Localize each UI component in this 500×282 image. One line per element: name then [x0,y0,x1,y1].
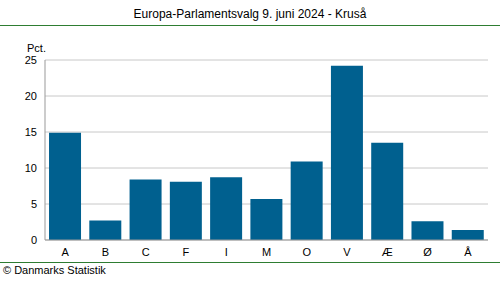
svg-text:10: 10 [25,162,37,174]
svg-text:25: 25 [25,54,37,66]
svg-text:C: C [142,246,150,258]
svg-text:O: O [302,246,311,258]
svg-text:Æ: Æ [382,246,393,258]
svg-text:5: 5 [31,198,37,210]
svg-text:B: B [102,246,109,258]
html-text:Pct.: Pct. [27,42,46,54]
svg-text:F: F [183,246,190,258]
svg-text:20: 20 [25,90,37,102]
svg-text:0: 0 [31,234,37,246]
html-text:© Danmarks Statistik: © Danmarks Statistik [3,264,106,276]
svg-text:Å: Å [464,246,472,258]
svg-text:I: I [225,246,228,258]
html-text:Europa-Parlamentsvalg 9. juni: Europa-Parlamentsvalg 9. juni 2024 - Kru… [133,7,367,21]
svg-text:Ø: Ø [423,246,432,258]
svg-text:15: 15 [25,126,37,138]
svg-text:M: M [262,246,271,258]
svg-text:V: V [343,246,351,258]
svg-text:A: A [61,246,69,258]
